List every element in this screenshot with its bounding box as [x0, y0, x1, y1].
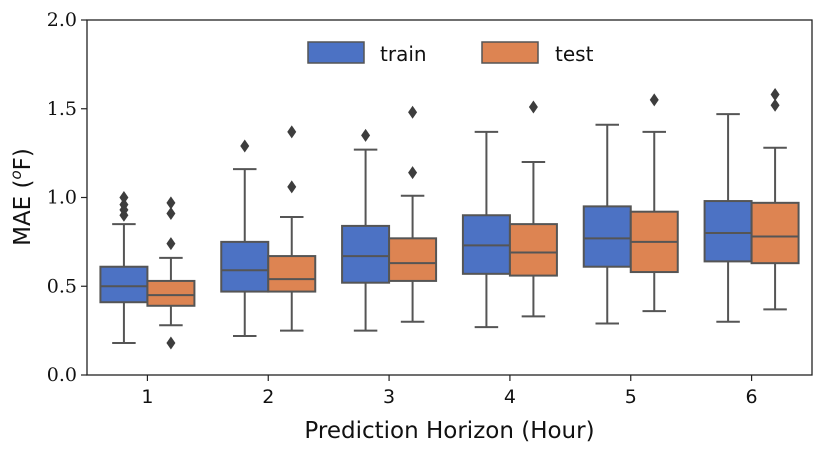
- outlier-point: [166, 196, 176, 210]
- box-body: [582, 205, 632, 268]
- box-body: [703, 200, 753, 263]
- box-train-2: [220, 139, 270, 337]
- outlier-point: [166, 206, 176, 220]
- box-body: [146, 279, 196, 307]
- box-test-4: [508, 100, 558, 318]
- outlier-point: [649, 93, 659, 107]
- box-train-4: [461, 130, 511, 329]
- x-tick-label: 5: [625, 386, 637, 408]
- box-body: [750, 201, 800, 265]
- outlier-point: [770, 88, 780, 102]
- outlier-point: [166, 237, 176, 251]
- outlier-point: [166, 336, 176, 350]
- box-train-5: [582, 123, 632, 325]
- x-tick-label: 3: [383, 386, 395, 408]
- x-axis: 1 2 3 4 5 6: [141, 375, 758, 408]
- box-test-6: [750, 88, 800, 311]
- box-body: [220, 240, 270, 293]
- x-tick-label: 4: [504, 386, 516, 408]
- outlier-point: [119, 191, 129, 204]
- x-tick-label: 2: [262, 386, 274, 408]
- box-train-6: [703, 113, 753, 323]
- outlier-point: [408, 105, 418, 119]
- box-body: [508, 223, 558, 277]
- y-tick-label: 0.0: [47, 364, 77, 386]
- box-body: [388, 237, 438, 282]
- legend-swatch-test: [481, 41, 539, 64]
- box-test-3: [388, 105, 438, 323]
- y-tick-label: 1.0: [47, 187, 77, 209]
- box-test-1: [146, 196, 196, 350]
- outlier-point: [119, 198, 129, 212]
- legend-swatch-train: [307, 41, 365, 64]
- outlier-point: [287, 180, 297, 194]
- plot-frame: [86, 19, 813, 376]
- box-body: [99, 265, 149, 304]
- legend-label-test: test: [555, 42, 594, 66]
- outlier-point: [408, 166, 418, 180]
- outlier-point: [287, 125, 297, 139]
- y-axis-title: MAE (oF): [7, 148, 36, 246]
- outlier-point: [361, 128, 371, 142]
- y-axis-title-main: MAE (: [10, 179, 36, 245]
- y-axis-title-sup: o: [7, 170, 25, 179]
- plot-area: [99, 88, 800, 350]
- outlier-point: [528, 100, 538, 114]
- outlier-point: [240, 139, 250, 153]
- x-tick-label: 1: [141, 386, 153, 408]
- legend-label-train: train: [380, 42, 427, 66]
- box-train-3: [341, 128, 391, 332]
- y-axis: 0.0 0.5 1.0 1.5 2.0: [47, 9, 87, 386]
- x-tick-label: 6: [746, 386, 758, 408]
- y-tick-label: 0.5: [47, 275, 77, 297]
- legend: train test: [307, 41, 594, 66]
- outlier-point: [770, 98, 780, 112]
- x-axis-title: Prediction Horizon (Hour): [304, 418, 594, 444]
- y-tick-label: 2.0: [47, 9, 77, 31]
- y-axis-title-unit: F): [10, 148, 36, 170]
- box-body: [267, 255, 317, 293]
- box-test-5: [629, 93, 679, 313]
- y-tick-label: 1.5: [47, 98, 77, 120]
- box-train-1: [99, 191, 149, 345]
- box-test-2: [267, 125, 317, 332]
- box-body: [341, 224, 391, 284]
